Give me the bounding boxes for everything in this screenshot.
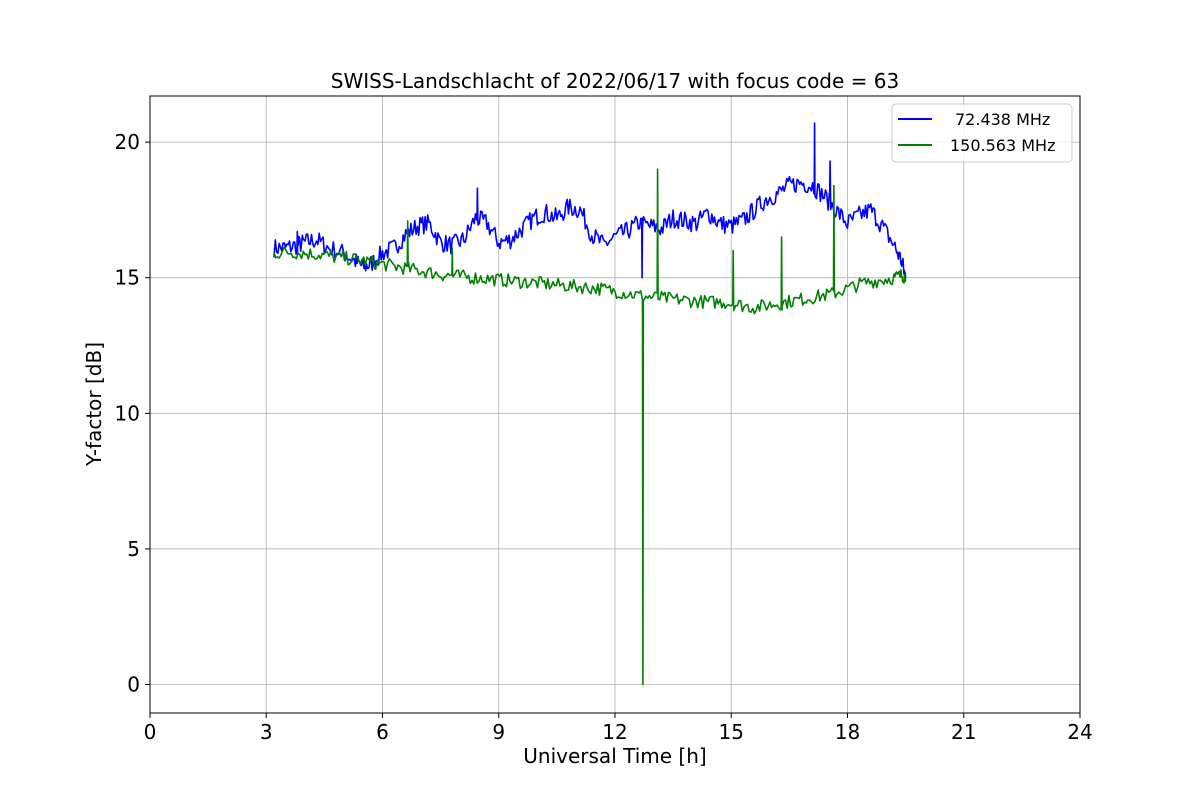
x-tick-label: 21 [951, 720, 976, 744]
legend-label-series-2: 150.563 MHz [950, 136, 1055, 155]
x-tick-label: 6 [376, 720, 389, 744]
x-tick-label: 18 [835, 720, 860, 744]
legend-box [891, 103, 1073, 163]
series-line-1 [273, 122, 907, 279]
x-tick-label: 3 [260, 720, 273, 744]
legend: 72.438 MHz 150.563 MHz [891, 103, 1073, 163]
chart-title: SWISS-Landschlacht of 2022/06/17 with fo… [331, 69, 899, 93]
x-tick-label: 24 [1067, 720, 1092, 744]
series-group [273, 122, 907, 686]
y-tick-label: 15 [115, 266, 140, 290]
x-tick-label: 15 [719, 720, 744, 744]
y-axis-label: Y-factor [dB] [82, 342, 106, 467]
y-tick-label: 5 [127, 537, 140, 561]
axis-ticks: 0 3 6 9 12 15 18 21 24 0 5 10 15 20 [115, 130, 1093, 744]
x-tick-label: 0 [144, 720, 157, 744]
x-axis-label: Universal Time [h] [523, 744, 706, 768]
x-tick-label: 9 [492, 720, 505, 744]
legend-label-series-1: 72.438 MHz [955, 110, 1050, 129]
y-tick-label: 0 [127, 673, 140, 697]
y-tick-label: 10 [115, 401, 140, 425]
series-line-2 [273, 168, 907, 686]
x-tick-label: 12 [602, 720, 627, 744]
y-tick-label: 20 [115, 130, 140, 154]
